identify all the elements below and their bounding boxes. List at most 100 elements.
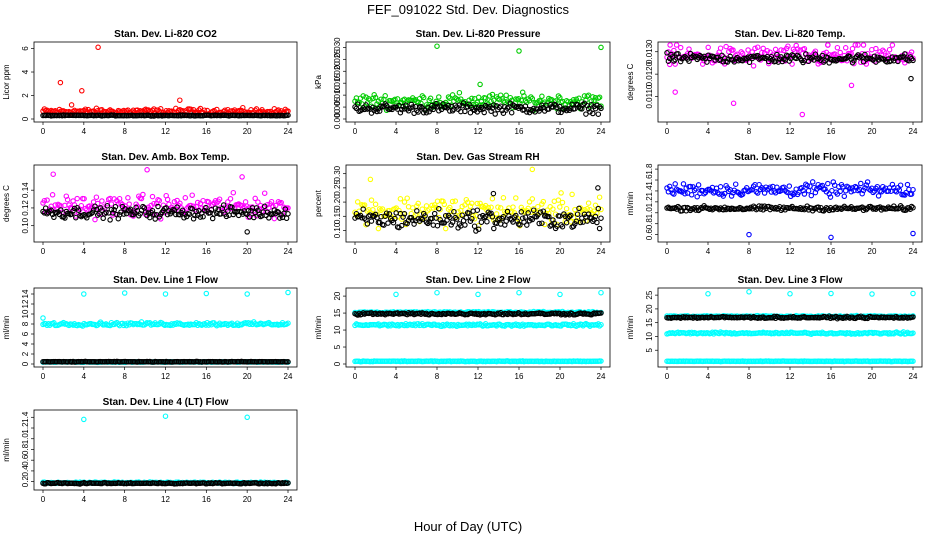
x-tick-label: 4 — [706, 247, 711, 256]
plot-frame — [657, 287, 923, 368]
data-point — [746, 206, 753, 212]
data-point — [467, 203, 474, 209]
data-point — [772, 58, 779, 64]
x-tick-label: 8 — [747, 127, 752, 136]
data-point — [537, 209, 544, 215]
y-axis-label: ml/min — [2, 438, 11, 462]
data-point — [433, 204, 439, 211]
data-point — [680, 181, 687, 187]
x-tick-label: 8 — [122, 247, 127, 256]
data-point — [392, 96, 398, 103]
data-point — [352, 104, 358, 110]
data-point — [414, 107, 420, 114]
data-point — [398, 106, 405, 113]
outlier-point — [672, 89, 678, 95]
data-point — [285, 211, 291, 217]
data-point — [756, 181, 762, 188]
data-point — [541, 221, 548, 228]
data-point — [151, 200, 157, 207]
data-point — [535, 203, 541, 210]
data-point — [111, 207, 117, 213]
x-tick-label: 20 — [868, 247, 877, 256]
data-point — [426, 219, 432, 225]
x-tick-label: 12 — [161, 495, 170, 504]
x-tick-label: 24 — [597, 127, 606, 136]
data-point — [598, 206, 604, 213]
data-point — [822, 186, 828, 192]
data-point — [536, 108, 542, 114]
data-point — [500, 195, 507, 201]
data-point — [123, 210, 130, 217]
data-point — [182, 195, 189, 201]
data-point — [275, 209, 282, 216]
data-point — [529, 196, 536, 202]
data-point — [372, 94, 379, 101]
data-point — [201, 207, 208, 214]
x-tick-label: 8 — [435, 247, 440, 256]
data-point — [442, 225, 449, 232]
data-point — [491, 225, 497, 232]
data-point — [186, 211, 193, 217]
data-point — [285, 359, 291, 365]
data-point — [540, 198, 547, 205]
data-point — [831, 51, 838, 57]
data-point — [910, 57, 916, 64]
data-point — [418, 215, 424, 222]
data-point — [598, 358, 604, 364]
data-point — [151, 211, 157, 218]
data-point — [425, 207, 431, 214]
data-point — [423, 203, 430, 209]
data-point — [754, 44, 761, 50]
data-point — [785, 43, 791, 49]
data-point — [594, 210, 600, 217]
data-point — [826, 191, 832, 197]
panel-title: Stan. Dev. Li-820 CO2 — [114, 29, 217, 40]
outlier-point — [203, 290, 210, 297]
outlier-point — [162, 291, 169, 297]
data-point — [448, 222, 454, 228]
x-tick-label: 16 — [515, 127, 524, 136]
data-point — [41, 197, 48, 204]
outlier-point — [825, 42, 831, 48]
panel-title: Stan. Dev. Line 3 Flow — [738, 275, 843, 286]
data-point — [93, 194, 100, 200]
data-point — [804, 182, 810, 189]
data-point — [495, 204, 501, 210]
data-point — [75, 209, 82, 216]
outlier-point — [162, 413, 169, 419]
data-point — [579, 207, 585, 213]
data-point — [94, 200, 101, 207]
outlier-point — [434, 43, 440, 49]
data-point — [261, 190, 268, 196]
data-point — [798, 184, 805, 191]
data-point — [382, 93, 388, 99]
data-point — [73, 214, 79, 221]
data-point — [683, 55, 689, 61]
data-point — [354, 199, 361, 205]
y-tick-label: 0.0120 — [645, 61, 654, 86]
x-tick-label: 4 — [706, 127, 711, 136]
panel-title: Stan. Dev. Li-820 Pressure — [416, 29, 541, 40]
data-point — [805, 188, 812, 194]
data-point — [216, 196, 223, 202]
data-point — [92, 203, 98, 210]
data-point — [453, 216, 460, 222]
data-point — [750, 63, 757, 69]
figure-title: FEF_091022 Std. Dev. Diagnostics — [367, 2, 570, 17]
outlier-point — [799, 111, 806, 118]
data-point — [447, 95, 453, 101]
outlier-point — [57, 79, 64, 86]
data-point — [477, 200, 483, 207]
data-point — [140, 203, 146, 210]
data-point — [671, 58, 677, 64]
data-point — [496, 104, 503, 111]
y-tick-label: 25 — [645, 290, 654, 299]
x-tick-label: 0 — [353, 247, 358, 256]
data-point — [277, 215, 283, 221]
data-point — [518, 209, 525, 215]
data-point — [104, 203, 111, 209]
outlier-point — [910, 230, 916, 237]
data-point — [677, 58, 684, 65]
data-point — [363, 94, 369, 100]
